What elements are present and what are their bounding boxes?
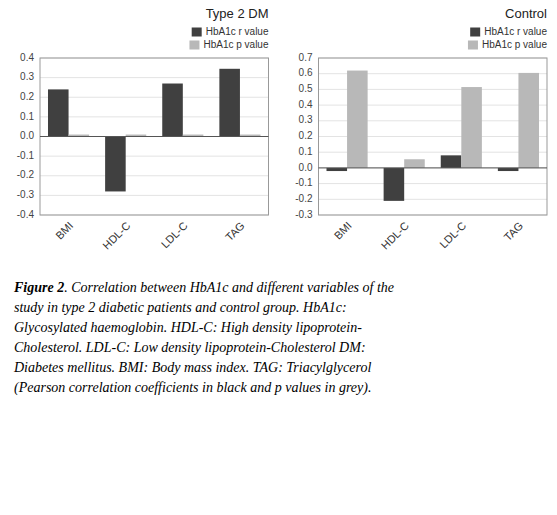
y-tick-label: 0.3 [299, 114, 313, 125]
legend-swatch [189, 41, 199, 50]
caption-line: (Pearson correlation coefficients in bla… [14, 380, 371, 396]
legend-label: HbA1c p value [482, 39, 547, 50]
chart-title: Control [505, 6, 547, 21]
bar [219, 69, 240, 137]
legend-swatch [468, 41, 478, 50]
caption-line: study in type 2 diabetic patients and co… [14, 300, 347, 315]
grid-line [40, 175, 269, 176]
y-tick-label: -0.4 [17, 209, 35, 220]
y-tick-label: 0.0 [299, 162, 313, 173]
legend-swatch [470, 28, 480, 37]
plot-frame [40, 58, 269, 215]
y-tick-label: 0.1 [299, 146, 313, 157]
x-tick-label: TAG [223, 219, 247, 243]
chart-panel: -0.4 -0.3 -0.2 -0.1 0.0 0.1 0.2 0.3 0.4 BMI HDL-C L… [17, 6, 269, 252]
plot-frame [319, 58, 548, 215]
y-tick-label: 0.6 [299, 67, 313, 78]
bar [48, 89, 69, 136]
bar [461, 87, 482, 168]
bars [326, 71, 539, 201]
caption-text: . Correlation between HbA1c and differen… [64, 280, 394, 295]
grid-line [40, 195, 269, 196]
y-tick-label: 0.5 [299, 83, 313, 94]
x-tick-label: HDL-C [100, 219, 132, 251]
y-tick-label: -0.2 [17, 169, 35, 180]
y-tick-label: 0.4 [299, 99, 313, 110]
y-tick-label: -0.2 [295, 193, 313, 204]
bar [105, 137, 126, 192]
bar [347, 71, 368, 168]
x-tick-label: TAG [501, 219, 525, 243]
x-tick-label: HDL-C [379, 219, 411, 251]
legend: HbA1c r value HbA1c p value [468, 26, 547, 50]
bar [404, 159, 425, 168]
y-tick-label: -0.3 [17, 189, 35, 200]
grid-line [319, 199, 548, 200]
y-tick-label: -0.1 [295, 177, 313, 188]
y-tick-label: 0.2 [299, 130, 313, 141]
legend: HbA1c r value HbA1c p value [189, 26, 268, 50]
legend-label: HbA1c r value [206, 26, 269, 37]
caption-line: Glycosylated haemoglobin. HDL-C: High de… [14, 320, 362, 335]
legend-label: HbA1c r value [484, 26, 547, 37]
y-tick-label: -0.3 [295, 209, 313, 220]
legend-label: HbA1c p value [203, 39, 268, 50]
caption-line: Cholesterol. LDL-C: Low density lipoprot… [14, 340, 366, 355]
figure: -0.4 -0.3 -0.2 -0.1 0.0 0.1 0.2 0.3 0.4 BMI HDL-C L… [0, 0, 557, 515]
zero-line [40, 136, 269, 137]
x-tick-label: BMI [53, 219, 75, 241]
chart-title: Type 2 DM [206, 6, 269, 21]
grid-line [319, 167, 548, 168]
x-tick-label: LDL-C [437, 219, 468, 250]
grid-line [319, 183, 548, 184]
caption-line: Figure 2. Correlation between HbA1c and … [13, 280, 394, 295]
y-tick-label: 0.2 [20, 91, 34, 102]
zero-line [319, 167, 548, 168]
y-tick-label: 0.4 [20, 52, 34, 63]
caption-text: (Pearson correlation coefficients in bla… [14, 380, 371, 396]
grid-line [40, 136, 269, 137]
x-tick-label: LDL-C [159, 219, 190, 250]
y-tick-label: 0.0 [20, 130, 34, 141]
chart-panel: -0.3 -0.2 -0.1 0.0 0.1 0.2 0.3 0.4 0.5 0.6 0.7 BMI H… [295, 6, 547, 252]
legend-swatch [192, 28, 202, 37]
y-tick-label: 0.3 [20, 71, 34, 82]
caption-text: Diabetes mellitus. BMI: Body mass index.… [13, 360, 371, 375]
bar [384, 168, 405, 201]
caption-text: study in type 2 diabetic patients and co… [14, 300, 347, 315]
bars [48, 69, 261, 192]
bar [441, 155, 462, 168]
x-tick-label: BMI [332, 219, 354, 241]
bar [162, 84, 183, 137]
bar [518, 73, 539, 168]
caption-text: Cholesterol. LDL-C: Low density lipoprot… [14, 340, 366, 355]
caption-text: Glycosylated haemoglobin. HDL-C: High de… [14, 320, 362, 335]
caption-label: Figure 2 [13, 280, 64, 295]
grid-line [40, 156, 269, 157]
y-tick-label: 0.1 [20, 111, 34, 122]
caption: Figure 2. Correlation between HbA1c and … [13, 280, 394, 396]
y-tick-label: -0.1 [17, 150, 35, 161]
y-tick-label: 0.7 [299, 52, 313, 63]
caption-line: Diabetes mellitus. BMI: Body mass index.… [13, 360, 371, 375]
background [0, 0, 557, 515]
